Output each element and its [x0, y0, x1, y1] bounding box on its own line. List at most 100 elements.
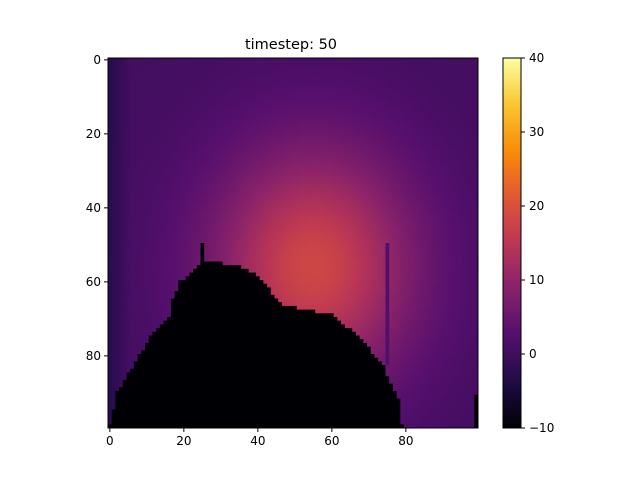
heatmap-cell: [256, 268, 261, 273]
heatmap-cell: [244, 239, 249, 244]
heatmap-cell: [219, 124, 224, 129]
heatmap-cell: [333, 69, 342, 74]
heatmap-cell: [274, 165, 279, 170]
heatmap-cell: [111, 95, 116, 100]
heatmap-cell: [163, 106, 172, 111]
heatmap-cell: [289, 198, 294, 203]
heatmap-cell: [122, 146, 127, 151]
heatmap-cell: [296, 191, 301, 196]
heatmap-cell: [215, 154, 220, 159]
heatmap-cell: [178, 194, 183, 199]
heatmap-cell: [126, 132, 131, 137]
heatmap-cell: [167, 135, 172, 140]
heatmap-cell: [352, 95, 360, 100]
heatmap-cell: [374, 150, 379, 155]
heatmap-cell: [341, 146, 346, 151]
heatmap-cell: [207, 239, 212, 244]
heatmap-cell: [444, 220, 449, 225]
heatmap-cell: [433, 239, 438, 244]
heatmap-cell: [159, 224, 164, 229]
heatmap-cell: [474, 150, 478, 155]
heatmap-cell: [466, 254, 471, 259]
heatmap-cell: [115, 213, 120, 218]
heatmap-cell: [418, 176, 423, 181]
heatmap-cell: [470, 87, 475, 92]
heatmap-cell: [466, 180, 475, 185]
heatmap-cell: [374, 117, 379, 122]
heatmap-cell: [363, 139, 368, 144]
heatmap-cell: [296, 239, 301, 244]
heatmap-cell: [359, 231, 364, 236]
heatmap-cell: [341, 272, 346, 277]
heatmap-cell: [152, 202, 157, 207]
heatmap-cell: [267, 143, 272, 148]
heatmap-cell: [119, 95, 124, 100]
heatmap-cell: [452, 265, 457, 270]
heatmap-cell: [441, 276, 446, 281]
heatmap-cell: [215, 80, 220, 85]
heatmap-cell: [400, 161, 405, 166]
heatmap-cell: [159, 132, 168, 137]
heatmap-cell: [470, 128, 478, 133]
heatmap-cell: [281, 187, 286, 192]
heatmap-cell: [145, 194, 150, 199]
heatmap-cell: [404, 220, 409, 225]
heatmap-cell: [178, 228, 183, 233]
heatmap-cell: [256, 169, 261, 174]
heatmap-cell: [159, 169, 164, 174]
heatmap-cell: [448, 120, 453, 125]
heatmap-cell: [341, 283, 346, 288]
heatmap-cell: [222, 206, 227, 211]
heatmap-cell: [244, 235, 249, 240]
heatmap-cell: [159, 124, 164, 129]
heatmap-cell: [333, 265, 338, 270]
heatmap-cell: [333, 180, 338, 185]
heatmap-cell: [122, 102, 127, 107]
heatmap-cell: [219, 198, 224, 203]
heatmap-cell: [145, 102, 164, 107]
heatmap-cell: [115, 283, 120, 288]
heatmap-cell: [378, 194, 383, 199]
heatmap-cell: [178, 235, 183, 240]
heatmap-cell: [378, 187, 383, 192]
heatmap-cell: [470, 117, 475, 122]
heatmap-cell: [159, 231, 164, 236]
heatmap-cell: [333, 169, 338, 174]
heatmap-cell: [267, 65, 283, 70]
heatmap-cell: [415, 120, 420, 125]
heatmap-cell: [152, 169, 157, 174]
heatmap-cell: [119, 169, 124, 174]
heatmap-cell: [415, 272, 420, 277]
heatmap-cell: [185, 161, 190, 166]
heatmap-cell: [300, 139, 327, 144]
heatmap-cell: [152, 265, 157, 270]
heatmap-cell: [304, 180, 309, 185]
heatmap-cell: [307, 224, 312, 229]
heatmap-cell: [204, 246, 209, 251]
heatmap-cell: [374, 80, 379, 85]
heatmap-cell: [429, 209, 434, 214]
heatmap-cell: [204, 113, 209, 118]
heatmap-cell: [196, 257, 201, 262]
heatmap-cell: [389, 176, 394, 181]
heatmap-cell: [111, 87, 116, 92]
heatmap-cell: [318, 187, 323, 192]
heatmap-cell: [418, 180, 423, 185]
heatmap-cell: [211, 220, 216, 225]
heatmap-cell: [182, 95, 187, 100]
heatmap-cell: [252, 220, 257, 225]
heatmap-cell: [426, 250, 431, 255]
heatmap-cell: [411, 183, 416, 188]
heatmap-cell: [219, 165, 224, 170]
heatmap-cell: [259, 87, 268, 92]
heatmap-cell: [163, 124, 168, 129]
heatmap-cell: [307, 206, 320, 211]
heatmap-cell: [200, 176, 205, 181]
heatmap-cell: [204, 91, 212, 96]
heatmap-cell: [452, 135, 457, 140]
heatmap-cell: [370, 217, 375, 222]
heatmap-cell: [278, 135, 283, 140]
heatmap-cell: [156, 228, 161, 233]
heatmap-cell: [407, 191, 412, 196]
heatmap-cell: [185, 183, 190, 188]
